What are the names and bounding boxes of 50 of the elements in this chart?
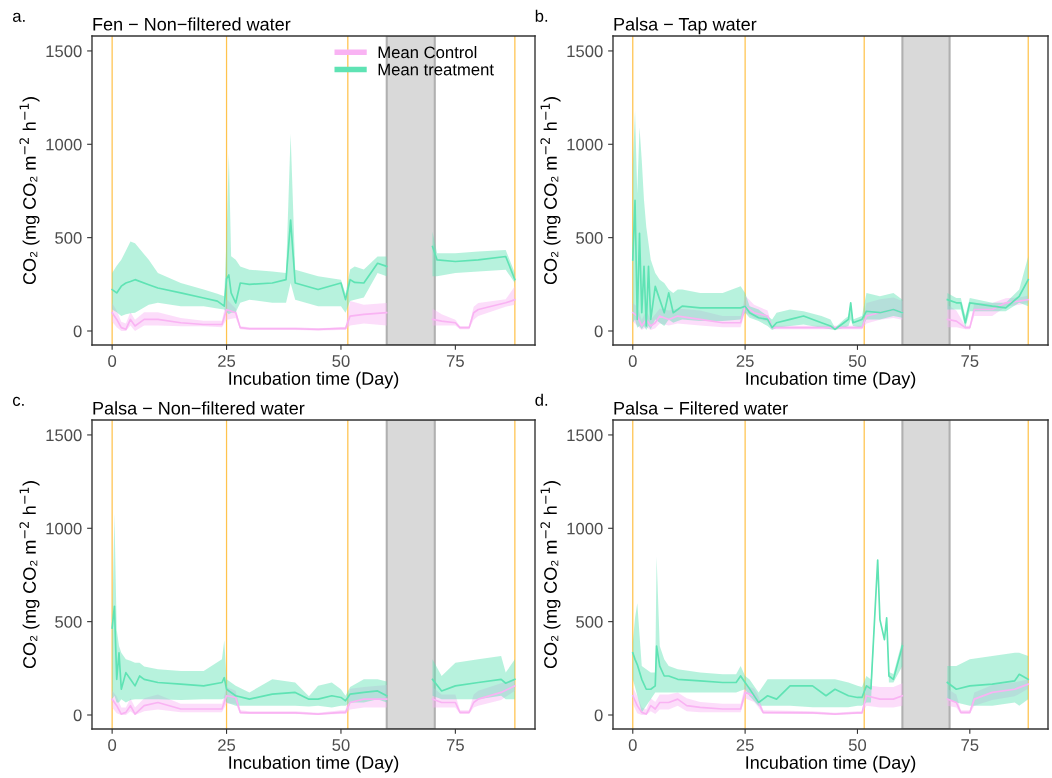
y-tick-label: 1000 [46,138,82,151]
x-axis-title: Incubation time (Day) [746,371,916,389]
y-axis-title: CO₂ (mg CO₂ m$^{−2}$ h$^{−1}$) [19,481,40,669]
chart-title: Palsa − Filtered water [614,401,788,415]
y-axis-title: CO₂ (mg CO₂ m$^{−2}$ h$^{−1}$) [540,97,561,285]
x-axis-title: Incubation time (Day) [229,755,399,773]
chart-title: Fen − Non−filtered water [93,17,291,31]
y-tick-label: 1500 [567,45,603,58]
y-tick-label: 0 [594,325,603,338]
x-tick-label: 0 [628,355,637,367]
text: c. [12,396,24,406]
x-tick-label: 0 [628,739,637,751]
x-tick-label: 0 [108,739,117,751]
y-tick-label: 500 [576,232,603,244]
x-tick-label: 50 [332,739,350,751]
text: a. [12,12,25,22]
x-axis-title: Incubation time (Day) [746,755,916,773]
y-tick-label: 500 [576,616,603,628]
y-axis-title: CO₂ (mg CO₂ m$^{−2}$ h$^{−1}$) [19,97,40,285]
x-tick-label: 75 [961,355,979,367]
x-tick-label: 75 [446,355,464,367]
x-tick-label: 0 [108,355,117,367]
y-tick-label: 1000 [567,138,603,151]
y-tick-label: 1000 [46,522,82,535]
legend-label: Mean Control [378,46,477,59]
text: b. [535,9,548,22]
y-tick-label: 1500 [46,45,82,58]
x-tick-label: 25 [736,739,754,751]
x-tick-label: 50 [332,355,350,367]
x-axis-title: Incubation time (Day) [229,371,399,389]
y-tick-label: 1500 [46,429,82,442]
x-tick-label: 75 [961,739,979,751]
x-tick-label: 25 [218,739,236,751]
text: d. [535,393,548,406]
x-tick-label: 50 [848,739,867,751]
x-tick-label: 50 [848,355,867,367]
y-tick-label: 1000 [567,522,603,535]
x-tick-label: 25 [736,355,754,367]
y-tick-label: 1500 [567,429,603,442]
chart-title: Palsa − Non−filtered water [93,401,305,415]
y-tick-label: 0 [73,325,82,338]
y-axis-title: CO₂ (mg CO₂ m$^{−2}$ h$^{−1}$) [540,481,561,669]
x-tick-label: 25 [218,355,236,367]
x-tick-label: 75 [446,739,464,751]
legend-label: Mean treatment [378,63,494,76]
y-tick-label: 500 [55,616,82,628]
y-tick-label: 500 [55,232,82,244]
chart-title: Palsa − Tap water [614,17,757,35]
y-tick-label: 0 [73,709,82,722]
y-tick-label: 0 [594,709,603,722]
